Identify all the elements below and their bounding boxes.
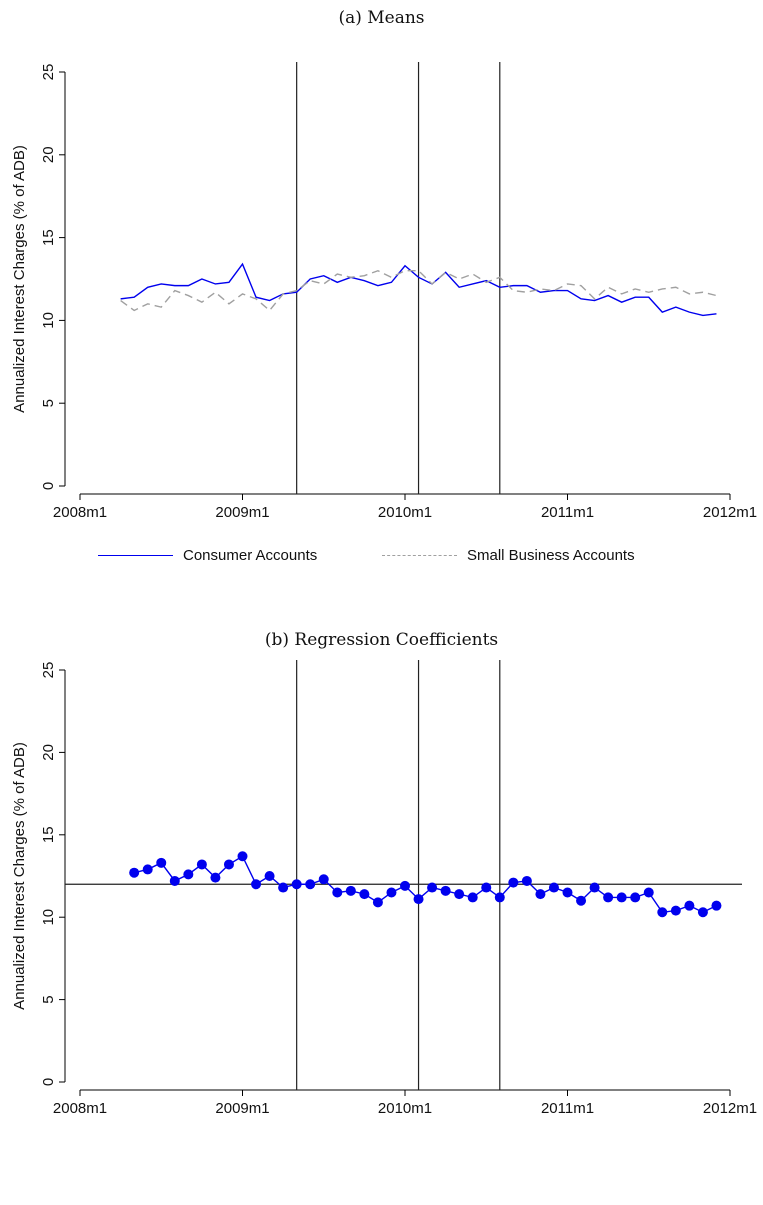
- x-tick-label: 2012m1: [703, 504, 757, 521]
- legend-label-consumer: Consumer Accounts: [183, 547, 318, 564]
- data-point: [156, 857, 167, 868]
- data-point: [223, 859, 234, 870]
- data-point: [576, 895, 587, 906]
- data-point: [413, 894, 424, 905]
- data-point: [711, 900, 722, 911]
- x-tick-label: 2012m1: [703, 1100, 757, 1117]
- y-tick-label: 0: [40, 482, 57, 490]
- chart-b-plot: 0 5 10 15 20 25 2008m1 2009m1 2010m1 2011m1 2012m1…: [11, 660, 757, 1117]
- x-tick-label: 2009m1: [215, 1100, 269, 1117]
- series-line-0: [120, 262, 717, 317]
- chart-b-title: (b) Regression Coefficients: [264, 630, 499, 650]
- data-point: [183, 869, 194, 880]
- data-point: [440, 885, 451, 896]
- x-tick-label: 2010m1: [378, 504, 432, 521]
- data-point: [278, 882, 289, 893]
- data-point: [291, 879, 302, 890]
- y-axis-label: Annualized Interest Charges (% of ADB): [11, 742, 28, 1010]
- data-point: [318, 874, 329, 885]
- y-tick-label: 10: [40, 312, 57, 329]
- data-point: [697, 907, 708, 918]
- data-point: [657, 907, 668, 918]
- data-point: [684, 900, 695, 911]
- y-tick-label: 15: [40, 229, 57, 246]
- data-point: [345, 885, 356, 896]
- y-tick-label: 20: [40, 146, 57, 163]
- x-tick-label: 2009m1: [215, 504, 269, 521]
- data-point: [589, 882, 600, 893]
- data-point: [603, 892, 614, 903]
- data-point: [210, 872, 221, 883]
- data-point: [305, 879, 316, 890]
- data-point: [481, 882, 492, 893]
- data-point: [251, 879, 262, 890]
- legend-label-small-business: Small Business Accounts: [467, 547, 635, 564]
- data-point: [548, 882, 559, 893]
- data-point: [616, 892, 627, 903]
- data-point: [467, 892, 478, 903]
- legend-line-dashed-icon: [382, 555, 457, 556]
- data-point: [196, 859, 207, 870]
- data-point: [129, 867, 140, 878]
- data-point: [332, 887, 343, 898]
- data-point: [643, 887, 654, 898]
- chart-a-legend: Consumer Accounts Small Business Account…: [0, 547, 763, 571]
- y-tick-label: 0: [40, 1078, 57, 1086]
- data-point: [264, 871, 275, 881]
- data-point: [630, 892, 641, 903]
- data-point: [372, 897, 383, 908]
- data-point: [535, 889, 546, 900]
- data-point: [562, 887, 573, 898]
- y-tick-label: 5: [40, 995, 57, 1003]
- data-point: [508, 877, 519, 888]
- x-tick-label: 2008m1: [53, 1100, 107, 1117]
- chart-a-title: (a) Means: [338, 8, 425, 28]
- legend-item-consumer: Consumer Accounts: [98, 547, 317, 564]
- legend-line-solid-icon: [98, 555, 173, 556]
- y-tick-label: 5: [40, 399, 57, 407]
- data-point: [237, 851, 248, 862]
- data-point: [386, 887, 397, 898]
- data-point: [670, 905, 681, 916]
- data-point: [169, 875, 180, 886]
- x-tick-label: 2011m1: [541, 504, 594, 521]
- legend-item-small-business: Small Business Accounts: [382, 547, 635, 564]
- series-line-1: [120, 269, 717, 312]
- data-point: [142, 864, 153, 875]
- y-tick-label: 25: [40, 64, 57, 81]
- chart-a-plot: 0 5 10 15 20 25 2008m1 2009m1 2010m1 2011m1 2012m1…: [11, 62, 757, 521]
- data-point: [427, 882, 438, 893]
- data-point: [454, 889, 465, 900]
- y-axis-label: Annualized Interest Charges (% of ADB): [11, 145, 28, 413]
- data-point: [494, 892, 505, 903]
- x-tick-label: 2010m1: [378, 1100, 432, 1117]
- x-tick-label: 2011m1: [541, 1100, 594, 1117]
- data-point: [521, 875, 532, 886]
- x-tick-label: 2008m1: [53, 504, 107, 521]
- y-tick-label: 20: [40, 744, 57, 761]
- y-tick-label: 25: [40, 662, 57, 679]
- y-tick-label: 15: [40, 826, 57, 843]
- y-tick-label: 10: [40, 909, 57, 926]
- data-point: [359, 889, 370, 900]
- data-point: [400, 880, 410, 891]
